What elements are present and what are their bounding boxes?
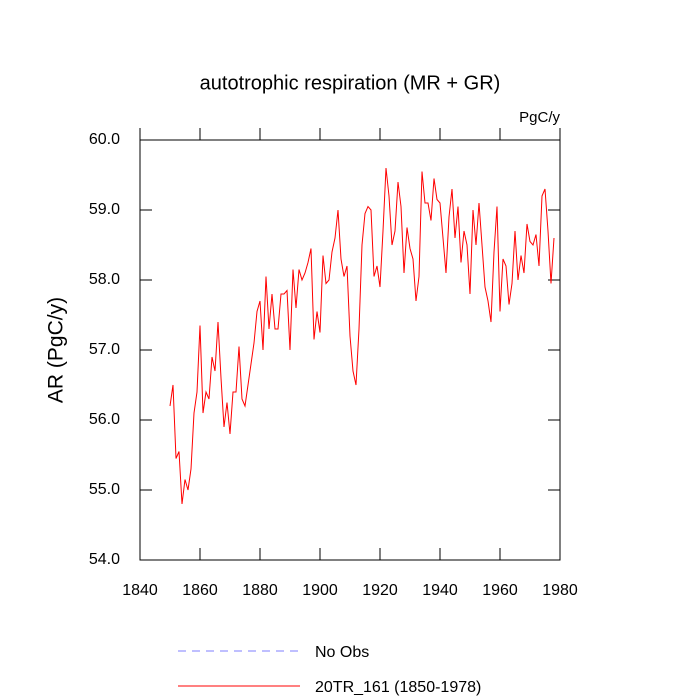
y-axis-label: AR (PgC/y)	[45, 297, 68, 403]
y-tick-label: 58.0	[89, 271, 120, 288]
units-label: PgC/y	[519, 109, 560, 126]
legend-label: No Obs	[315, 644, 369, 661]
series-line	[169, 167, 555, 505]
legend-label: 20TR_161 (1850-1978)	[315, 679, 481, 696]
x-tick-label: 1920	[362, 582, 398, 599]
x-tick-label: 1840	[122, 582, 158, 599]
y-tick-label: 59.0	[89, 201, 120, 218]
y-tick-label: 54.0	[89, 551, 120, 568]
x-tick-label: 1980	[542, 582, 578, 599]
y-tick-label: 60.0	[89, 131, 120, 148]
y-tick-label: 56.0	[89, 411, 120, 428]
chart-title: autotrophic respiration (MR + GR)	[200, 72, 501, 94]
x-tick-label: 1880	[242, 582, 278, 599]
y-tick-label: 57.0	[89, 341, 120, 358]
x-tick-label: 1860	[182, 582, 218, 599]
y-tick-label: 55.0	[89, 481, 120, 498]
x-tick-label: 1940	[422, 582, 458, 599]
x-tick-label: 1900	[302, 582, 338, 599]
x-tick-label: 1960	[482, 582, 518, 599]
